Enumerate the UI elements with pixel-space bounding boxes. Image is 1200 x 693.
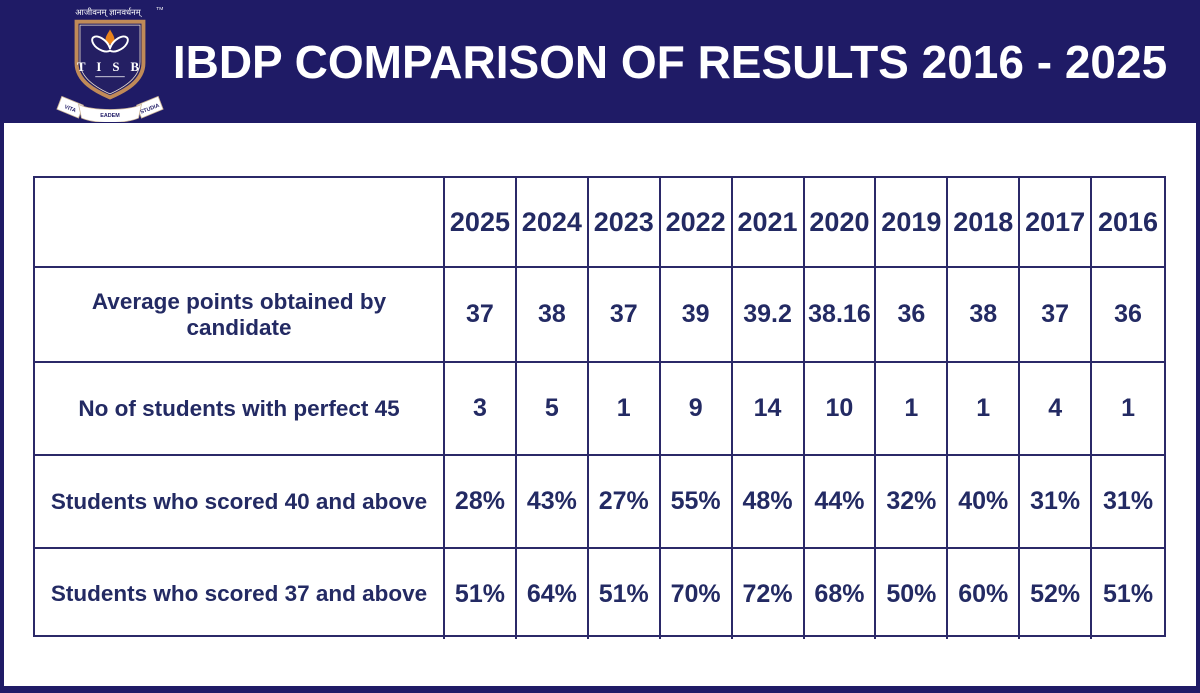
value-cell-2017-row2: 4 [1020,363,1093,456]
value-cell-2024-row3: 43% [516,456,589,549]
crest-shield: T I S B [74,19,146,100]
value-cell-2017-row1: 37 [1020,268,1093,363]
page-title: IBDP COMPARISON OF RESULTS 2016 - 2025 [172,35,1168,88]
year-header-2019: 2019 [876,178,949,268]
value-cell-2018-row4: 60% [948,549,1021,639]
results-table: 2025 2024 2023 2022 2021 2020 2019 2018 2017 2016… [33,176,1166,639]
year-header-2020: 2020 [804,178,877,268]
value-cell-2024-row4: 64% [517,549,589,639]
header-banner: आजीवनम् ज्ञानवर्धनम् TM T I S B VITA EAD… [0,0,1200,123]
crest-ribbon: VITA EADEM STUDIA [56,95,164,122]
value-cell-2020-row4: 68% [805,549,877,639]
value-cell-2021-row2: 14 [732,363,805,456]
value-cell-2019-row2: 1 [876,363,949,456]
corner-cell [35,178,445,268]
ribbon-text-center: EADEM [100,113,120,119]
value-cell-2023-row3: 27% [588,456,661,549]
row-label: No of students with perfect 45 [35,363,445,456]
value-cell-2024-row1: 38 [516,268,589,363]
crest-sanskrit-motto: आजीवनम् ज्ञानवर्धनम् [75,7,142,18]
value-cell-2020-row1: 38.16 [804,268,877,363]
row-label: Students who scored 37 and above [35,549,445,639]
value-cell-2019-row1: 36 [876,268,949,363]
value-cell-2016-row3: 31% [1092,456,1164,549]
year-header-2021: 2021 [732,178,805,268]
value-cell-2024-row2: 5 [516,363,589,456]
value-cell-2020-row2: 10 [804,363,877,456]
trademark-symbol: TM [156,6,163,12]
value-cell-2019-row3: 32% [876,456,949,549]
year-header-2024: 2024 [516,178,589,268]
year-header-2018: 2018 [948,178,1021,268]
year-header-2023: 2023 [588,178,661,268]
value-cell-2025-row3: 28% [445,456,517,549]
value-cell-2021-row3: 48% [732,456,805,549]
year-header-2017: 2017 [1020,178,1093,268]
row-label: Students who scored 40 and above [35,456,445,549]
value-cell-2017-row4: 52% [1020,549,1093,639]
value-cell-2022-row4: 70% [661,549,733,639]
value-cell-2020-row3: 44% [804,456,877,549]
value-cell-2021-row1: 39.2 [732,268,805,363]
value-cell-2025-row4: 51% [445,549,517,639]
value-cell-2018-row1: 38 [948,268,1021,363]
row-label: Average points obtained by candidate [35,268,445,363]
value-cell-2021-row4: 72% [733,549,805,639]
value-cell-2019-row4: 50% [876,549,949,639]
value-cell-2023-row1: 37 [588,268,661,363]
value-cell-2025-row1: 37 [445,268,517,363]
year-header-2025: 2025 [445,178,517,268]
year-header-2022: 2022 [660,178,733,268]
ribbon-text-left: VITA [63,104,76,114]
value-cell-2023-row2: 1 [588,363,661,456]
year-header-2016: 2016 [1092,178,1164,268]
tisb-crest-logo: आजीवनम् ज्ञानवर्धनम् TM T I S B VITA EAD… [56,6,164,122]
crest-acronym: T I S B [77,60,143,74]
value-cell-2025-row2: 3 [445,363,517,456]
value-cell-2022-row2: 9 [660,363,733,456]
value-cell-2017-row3: 31% [1020,456,1093,549]
value-cell-2023-row4: 51% [589,549,661,639]
value-cell-2016-row1: 36 [1092,268,1164,363]
value-cell-2022-row3: 55% [660,456,733,549]
lotus-flame-icon [91,29,129,53]
value-cell-2018-row2: 1 [948,363,1021,456]
value-cell-2016-row4: 51% [1103,579,1154,608]
value-cell-2016-row2: 1 [1092,363,1164,456]
value-cell-2018-row3: 40% [948,456,1021,549]
value-cell-2022-row1: 39 [660,268,733,363]
